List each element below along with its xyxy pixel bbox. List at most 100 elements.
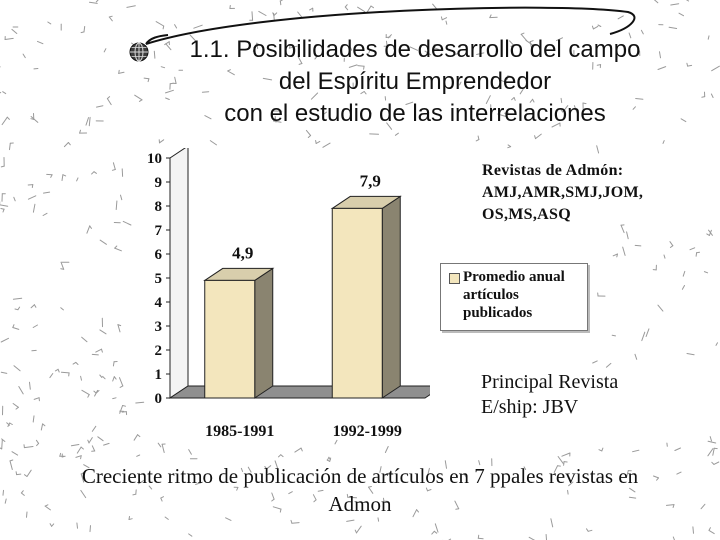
doodle-mark [93, 171, 97, 174]
doodle-mark [15, 406, 19, 410]
doodle-mark [44, 504, 49, 507]
doodle-mark [273, 12, 278, 17]
doodle-mark [20, 492, 25, 496]
doodle-mark [94, 389, 99, 397]
doodle-mark [592, 360, 598, 364]
doodle-mark [76, 177, 79, 182]
doodle-mark [520, 33, 528, 42]
doodle-mark [137, 434, 141, 438]
doodle-mark [346, 519, 355, 522]
doodle-mark [596, 145, 600, 154]
doodle-mark [696, 251, 700, 254]
data-label: 7,9 [360, 171, 381, 190]
doodle-mark [532, 98, 535, 103]
doodle-mark [119, 377, 124, 387]
y-tick-label: 3 [155, 319, 163, 335]
y-tick-label: 6 [155, 247, 163, 263]
doodle-mark [356, 525, 362, 534]
doodle-mark [262, 77, 273, 81]
y-tick-label: 9 [155, 175, 163, 191]
doodle-mark [368, 49, 371, 54]
legend-swatch [449, 273, 460, 284]
doodle-mark [300, 447, 303, 452]
doodle-mark [360, 91, 365, 95]
doodle-mark [708, 229, 712, 236]
doodle-mark [47, 21, 52, 25]
bar-side [254, 267, 274, 399]
doodle-mark [713, 461, 720, 465]
doodle-mark [562, 105, 569, 113]
doodle-mark [390, 471, 393, 476]
doodle-mark [37, 40, 44, 45]
doodle-mark [394, 132, 399, 136]
doodle-mark [14, 308, 19, 311]
doodle-mark [368, 486, 372, 488]
doodle-mark [13, 196, 16, 202]
doodle-mark [560, 109, 564, 113]
doodle-mark [591, 25, 594, 30]
title-line-1: 1.1. Posibilidades de desarrollo del cam… [189, 36, 641, 63]
doodle-mark [42, 423, 46, 427]
doodle-mark [42, 212, 48, 216]
doodle-mark [12, 403, 19, 408]
doodle-mark [9, 459, 14, 462]
doodle-mark [112, 361, 115, 367]
doodle-mark [50, 174, 53, 178]
doodle-mark [12, 297, 23, 300]
doodle-mark [498, 79, 508, 84]
doodle-mark [513, 97, 516, 101]
doodle-mark [91, 353, 99, 356]
doodle-mark [317, 489, 324, 492]
doodle-mark [114, 245, 118, 249]
doodle-mark [626, 231, 629, 240]
doodle-mark [120, 194, 123, 201]
doodle-mark [147, 78, 150, 83]
doodle-mark [60, 307, 64, 311]
doodle-mark [138, 99, 143, 102]
doodle-mark [22, 53, 26, 59]
doodle-mark [363, 65, 365, 70]
doodle-mark [710, 93, 714, 98]
doodle-mark [89, 525, 91, 533]
doodle-mark [89, 1, 98, 4]
doodle-mark [195, 481, 203, 485]
doodle-mark [76, 446, 82, 454]
doodle-mark [80, 31, 85, 34]
doodle-mark [1, 116, 8, 126]
doodle-mark [459, 81, 462, 86]
doodle-mark [273, 117, 276, 122]
doodle-mark [112, 376, 115, 382]
doodle-mark [367, 5, 372, 13]
doodle-mark [384, 446, 389, 453]
doodle-mark [349, 46, 353, 51]
doodle-mark [83, 464, 90, 469]
doodle-mark [165, 97, 170, 100]
doodle-mark [273, 12, 275, 20]
doodle-mark [385, 36, 391, 38]
doodle-mark [99, 329, 107, 335]
doodle-mark [280, 454, 284, 458]
doodle-mark [455, 508, 460, 510]
doodle-mark [485, 95, 491, 104]
doodle-mark [91, 171, 95, 175]
doodle-mark [315, 140, 321, 144]
doodle-mark [366, 48, 371, 51]
doodle-mark [273, 120, 282, 123]
doodle-mark [76, 522, 78, 529]
doodle-mark [83, 26, 86, 33]
doodle-mark [97, 436, 104, 442]
doodle-mark [632, 449, 640, 453]
doodle-mark [30, 304, 35, 309]
footer-line-2: Admon [328, 492, 392, 516]
doodle-mark [247, 466, 252, 473]
doodle-mark [95, 0, 99, 3]
doodle-mark [258, 10, 267, 16]
doodle-mark [9, 142, 11, 151]
doodle-mark [561, 452, 571, 457]
doodle-mark [596, 64, 602, 66]
doodle-mark [701, 96, 706, 98]
doodle-mark [534, 135, 536, 140]
doodle-mark [119, 385, 124, 388]
doodle-mark [506, 112, 509, 116]
doodle-mark [657, 66, 667, 70]
